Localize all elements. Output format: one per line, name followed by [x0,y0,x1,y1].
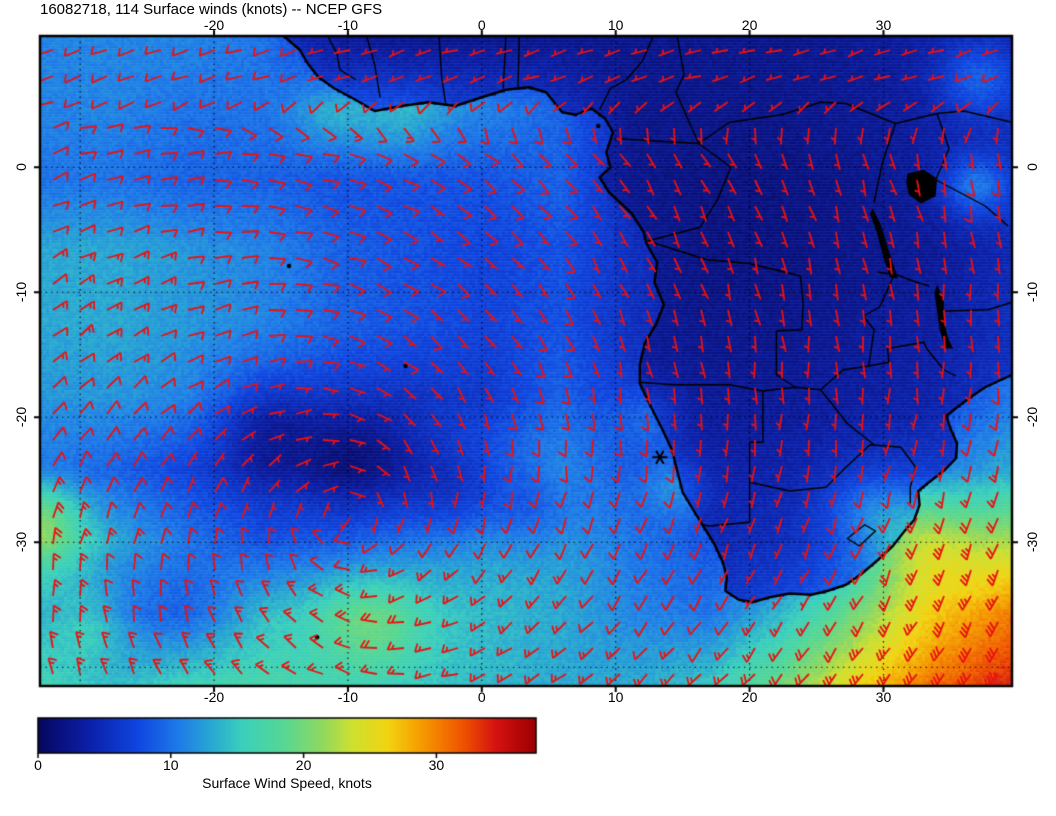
map-region [40,36,1012,686]
colorbar-caption: Surface Wind Speed, knots [202,775,372,791]
colorbar [38,718,536,753]
plot-title: 16082718, 114 Surface winds (knots) -- N… [40,1,383,18]
